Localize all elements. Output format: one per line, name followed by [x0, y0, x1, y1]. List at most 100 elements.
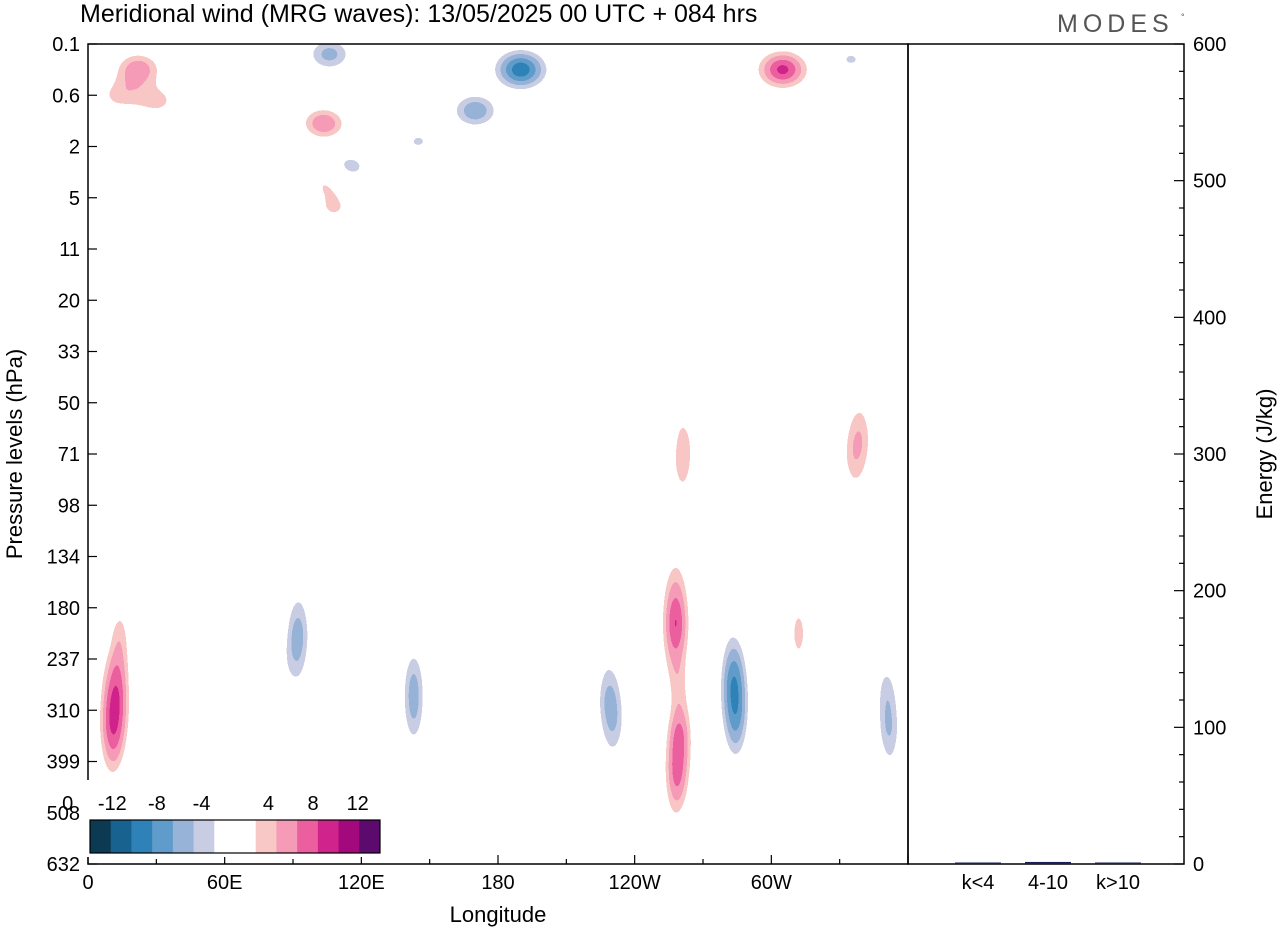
colorbar-label: 12 [347, 793, 369, 815]
field-blob [123, 76, 190, 124]
colorbar-swatch [172, 820, 195, 853]
field-blob [775, 151, 836, 193]
colorbar-swatch [193, 820, 215, 853]
field-blob [286, 239, 346, 280]
field-blob [335, 615, 365, 755]
pressure-axis: 0.1 0.6 2 5 11 20 33 50 71 98 134 180 237 310 399 508 63… [47, 34, 97, 876]
pressure-tick-label: 0.6 [52, 85, 80, 107]
field-blob [386, 118, 451, 164]
energy-bar [1095, 862, 1141, 864]
field-blob [780, 669, 809, 802]
field-blob [245, 44, 305, 80]
colorbar-swatch [297, 820, 319, 853]
field-blob [659, 696, 693, 858]
pressure-tick-label: 0.1 [52, 34, 80, 56]
field-blob [199, 669, 228, 802]
colorbar-swatch [235, 820, 257, 853]
field-blob [301, 185, 367, 231]
longitude-tick-label: 180 [481, 872, 514, 894]
colorbar-swatch [131, 820, 153, 853]
heatmap-clip [88, 44, 908, 864]
field-blob [720, 629, 754, 791]
colorbar-label: -12 [98, 793, 127, 815]
field-blob [131, 402, 159, 527]
pressure-tick-label: 2 [69, 137, 80, 159]
field-blob [743, 44, 822, 99]
wind-field [88, 44, 908, 864]
field-blob [571, 152, 630, 192]
field-blob [290, 98, 355, 144]
longitude-tick-label: 120E [338, 872, 385, 894]
field-blob [220, 109, 284, 153]
field-blob [847, 365, 878, 512]
pressure-tick-label: 134 [47, 547, 80, 569]
energy-tick-label: 100 [1193, 717, 1226, 739]
energy-bar [1025, 861, 1071, 864]
field-blob [200, 385, 226, 503]
pressure-tick-label: 237 [47, 649, 80, 671]
energy-panel: 0 100 200 300 400 500 600 k<4 4-10 k>10 [955, 34, 1226, 894]
field-blob [601, 650, 632, 791]
energy-panel-frame [907, 43, 1185, 865]
y-axis-label: Pressure levels (hPa) [2, 349, 27, 559]
energy-bar [955, 862, 1001, 864]
colorbar-frame [89, 819, 381, 854]
colorbar-swatch [90, 820, 112, 853]
chart-title: Meridional wind (MRG waves): 13/05/2025 … [80, 0, 757, 28]
colorbar-label: 0 [62, 793, 73, 815]
energy-tick-label: 400 [1193, 307, 1226, 329]
colorbar-label: -8 [148, 793, 166, 815]
energy-tick-label: 300 [1193, 444, 1226, 466]
pressure-tick-label: 71 [58, 444, 80, 466]
field-blob [480, 44, 561, 100]
field-blob [194, 151, 255, 193]
field-blob [353, 171, 415, 214]
colorbar-label: -4 [193, 793, 211, 815]
field-blob [283, 556, 316, 711]
field-blob [428, 405, 454, 523]
logo-mark-icon: ° [1181, 12, 1185, 22]
colorbar-swatch [276, 820, 298, 853]
longitude-tick-label: 0 [82, 872, 93, 894]
energy-tick-label: 500 [1193, 171, 1226, 193]
field-blob [146, 639, 175, 772]
colorbar-swatch [317, 820, 340, 853]
field-blob [818, 44, 884, 82]
longitude-axis: 0 60E 120E 180 120W 60W [82, 855, 909, 894]
field-blob [93, 641, 129, 810]
field-blob [848, 531, 877, 664]
pressure-tick-label: 310 [47, 700, 80, 722]
pressure-tick-label: 180 [47, 598, 80, 620]
energy-category-label: 4-10 [1028, 872, 1068, 894]
x-axis-label: Longitude [450, 902, 547, 927]
pressure-tick-label: 11 [59, 239, 80, 261]
pressure-tick-label: 33 [58, 342, 80, 364]
energy-tick-label: 600 [1193, 34, 1226, 56]
field-blob [409, 176, 473, 220]
field-blob [696, 152, 756, 192]
energy-tick-label: 0 [1193, 854, 1204, 876]
field-blob [821, 316, 881, 356]
pressure-tick-label: 5 [69, 188, 80, 210]
field-blob [400, 229, 459, 269]
colorbar-swatch [214, 820, 236, 853]
field-blob [658, 323, 684, 441]
field-blob [783, 560, 814, 707]
colorbar-label: 4 [263, 793, 274, 815]
field-blob [499, 772, 528, 864]
field-blob [540, 618, 569, 751]
field-blob [742, 229, 801, 269]
field-blob [88, 563, 103, 703]
colorbar: -12 -8 -4 0 4 8 12 [62, 780, 384, 857]
field-blob [120, 513, 147, 631]
energy-category-label: k<4 [962, 872, 995, 894]
longitude-tick-label: 60E [207, 872, 243, 894]
colorbar-swatch [359, 820, 381, 853]
field-blob [294, 44, 365, 80]
field-blob [399, 640, 429, 780]
pressure-tick-label: 508 [47, 803, 80, 825]
pressure-tick-label: 399 [47, 752, 80, 774]
field-blob [844, 183, 904, 223]
longitude-tick-label: 120W [609, 872, 661, 894]
